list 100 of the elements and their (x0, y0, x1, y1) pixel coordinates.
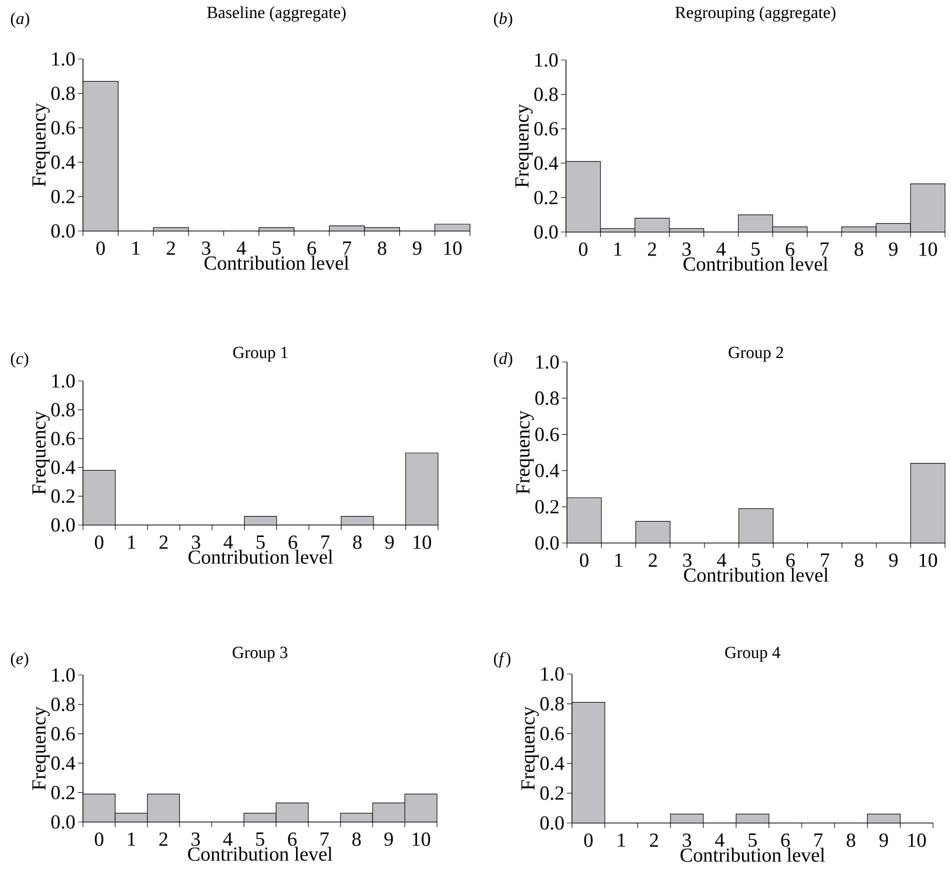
x-tick-label: 0 (96, 242, 105, 255)
y-tick-label: 0.0 (51, 224, 75, 238)
x-tick-label: 3 (202, 242, 210, 255)
x-tick-label: 4 (223, 832, 232, 846)
x-tick-label: 7 (343, 242, 352, 255)
x-tick-label: 9 (888, 242, 898, 256)
x-tick-label: 1 (128, 832, 136, 846)
chart-title: Group 3 (232, 646, 288, 662)
y-tick-label: 0.0 (535, 536, 559, 550)
y-axis-title: Frequency (32, 411, 50, 494)
x-tick-label: 3 (682, 834, 692, 847)
x-tick-label: 2 (650, 834, 658, 847)
text: (d) (494, 352, 512, 368)
x-tick-label: 1 (614, 242, 622, 256)
x-tick-label: 7 (821, 554, 830, 567)
y-tick-label: 0.4 (540, 756, 564, 770)
x-tick-label: 0 (94, 832, 104, 846)
x-tick-label: 3 (192, 832, 200, 846)
x-tick-label: 10 (444, 242, 462, 255)
x-tick-label: 4 (717, 554, 726, 567)
y-axis-title: Frequency (32, 706, 50, 790)
x-axis-title: Contribution level (684, 568, 828, 582)
x-tick-label: 4 (236, 242, 246, 255)
x-tick-label: 1 (615, 554, 622, 567)
y-tick-label: 0.8 (540, 697, 564, 711)
x-tick-label: 0 (579, 242, 588, 256)
x-tick-label: 2 (648, 554, 657, 567)
x-tick-label: 9 (412, 242, 422, 255)
x-tick-label: 8 (353, 536, 362, 549)
y-axis-title: Frequency (521, 706, 539, 790)
x-tick-label: 3 (683, 554, 692, 567)
y-tick-label: 1.0 (52, 668, 75, 682)
x-tick-label: 9 (385, 536, 394, 549)
x-tick-label: 2 (648, 242, 656, 256)
x-tick-label: 10 (920, 554, 938, 567)
chart-title: Group 1 (233, 346, 288, 362)
x-tick-label: 5 (272, 242, 281, 255)
y-tick-label: 0.8 (51, 698, 75, 712)
x-tick-label: 3 (682, 242, 691, 256)
x-tick-label: 1 (618, 834, 626, 847)
x-tick-label: 4 (715, 834, 724, 847)
x-tick-label: 9 (879, 834, 888, 847)
x-tick-label: 4 (224, 536, 233, 549)
x-tick-label: 5 (752, 242, 760, 256)
x-tick-label: 5 (752, 554, 760, 567)
y-tick-label: 0.2 (540, 786, 564, 800)
x-axis-title: Contribution level (188, 550, 333, 564)
y-tick-label: 0.4 (51, 155, 76, 169)
chart-title: Group 4 (725, 646, 780, 662)
y-tick-label: 0.8 (535, 391, 559, 405)
x-tick-label: 6 (288, 832, 297, 846)
x-tick-label: 5 (256, 536, 265, 549)
text: (e) (10, 652, 28, 668)
x-tick-label: 5 (256, 832, 264, 846)
x-tick-label: 6 (786, 242, 794, 256)
x-tick-label: 10 (412, 832, 430, 846)
y-axis-title: Frequency (32, 103, 50, 186)
y-axis-title: Frequency (515, 104, 533, 188)
x-tick-label: 7 (814, 834, 823, 847)
y-tick-label: 0.2 (534, 190, 558, 204)
y-tick-label: 0.4 (51, 460, 76, 474)
x-tick-label: 6 (786, 554, 795, 567)
x-tick-label: 2 (166, 242, 175, 255)
y-tick-label: 1.0 (536, 355, 559, 369)
x-tick-label: 10 (908, 834, 926, 847)
x-tick-label: 0 (584, 834, 593, 847)
x-axis-title: Contribution level (188, 846, 332, 861)
x-tick-label: 1 (132, 242, 140, 255)
text: (f) (494, 652, 510, 668)
x-tick-label: 8 (854, 554, 864, 567)
x-tick-label: 6 (308, 242, 316, 255)
y-tick-label: 0.6 (535, 428, 559, 442)
y-tick-label: 0.4 (534, 156, 558, 170)
y-tick-label: 0.2 (535, 500, 558, 514)
y-tick-label: 0.2 (51, 489, 74, 503)
x-tick-label: 8 (846, 834, 856, 847)
y-tick-label: 0.0 (540, 816, 564, 830)
x-tick-label: 7 (320, 832, 329, 846)
x-axis-title: Contribution level (680, 848, 825, 862)
y-tick-label: 0.6 (51, 432, 75, 446)
x-tick-label: 10 (920, 242, 937, 256)
x-tick-label: 10 (414, 536, 432, 549)
chart-title: Group 2 (728, 346, 784, 362)
y-tick-label: 0.8 (51, 403, 75, 417)
y-tick-label: 0.2 (51, 190, 74, 204)
x-tick-label: 5 (748, 834, 757, 847)
x-tick-label: 7 (321, 536, 330, 549)
y-tick-label: 1.0 (541, 667, 564, 681)
y-tick-label: 0.0 (51, 815, 75, 829)
chart-title: Baseline (aggregate) (207, 6, 346, 22)
x-tick-label: 0 (580, 554, 588, 567)
x-tick-label: 7 (820, 242, 829, 256)
y-axis-title: Frequency (516, 410, 534, 494)
y-tick-label: 0.6 (534, 122, 558, 136)
x-tick-label: 6 (781, 834, 790, 847)
x-tick-label: 0 (94, 536, 104, 549)
x-tick-label: 3 (192, 536, 200, 549)
x-tick-label: 6 (288, 536, 298, 549)
y-tick-label: 0.6 (51, 727, 75, 741)
y-tick-label: 1.0 (52, 52, 75, 66)
